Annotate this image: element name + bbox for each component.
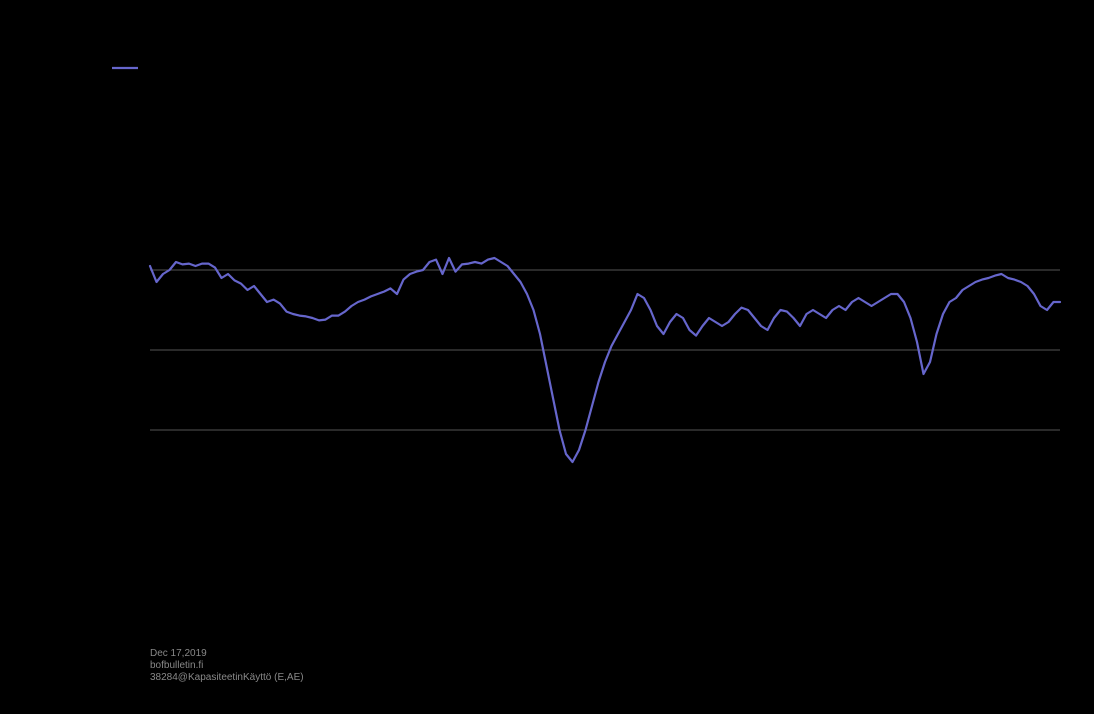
line-chart xyxy=(0,0,1094,714)
footer-series-id: 38284@KapasiteetinKäyttö (E,AE) xyxy=(150,672,304,684)
footer-source: bofbulletin.fi xyxy=(150,660,203,672)
chart-container: Dec 17,2019 bofbulletin.fi 38284@Kapasit… xyxy=(0,0,1094,714)
footer-date: Dec 17,2019 xyxy=(150,648,207,660)
